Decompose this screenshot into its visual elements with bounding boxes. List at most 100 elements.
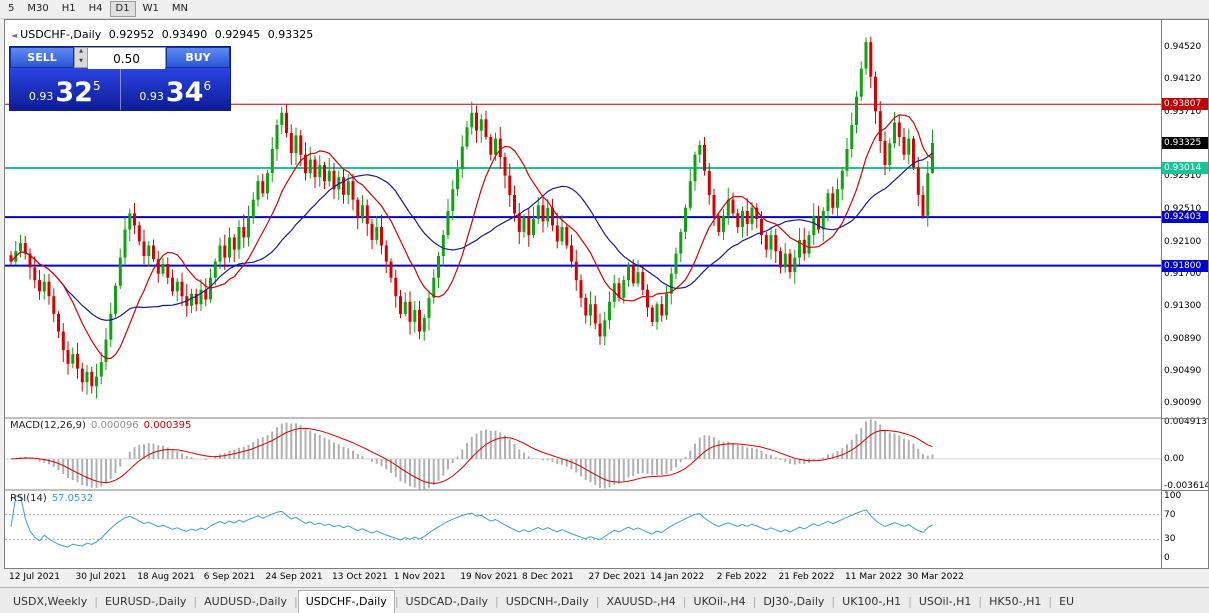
- chart-tab-usoil-h1[interactable]: USOil-,H1: [918, 595, 972, 608]
- tab-separator: |: [193, 595, 198, 608]
- date-tick-label: 18 Aug 2021: [137, 572, 195, 582]
- macd-indicator-name: MACD(12,26,9): [10, 420, 86, 431]
- timeframe-button-M30[interactable]: M30: [21, 1, 55, 17]
- price-tick-label: 0.90890: [1164, 333, 1202, 344]
- chart-tab-dj30-daily[interactable]: DJ30-,Daily: [763, 595, 825, 608]
- sell-price-display[interactable]: 0.93 32 5: [10, 68, 120, 110]
- volume-input[interactable]: [88, 49, 165, 69]
- date-tick-label: 24 Sep 2021: [265, 572, 323, 582]
- chart-symbol-title: USDCHF-,Daily: [20, 28, 102, 41]
- date-tick-label: 14 Jan 2022: [650, 572, 705, 582]
- ohlc-high: 0.93490: [161, 28, 208, 41]
- ohlc-close: 0.93325: [267, 28, 314, 41]
- sell-price-sup: 5: [92, 79, 101, 93]
- collapse-icon[interactable]: ◄: [11, 31, 18, 40]
- date-tick-label: 30 Jul 2021: [75, 572, 127, 582]
- price-tick-label: 0.90090: [1164, 398, 1202, 409]
- price-tick-label: 0.90490: [1164, 365, 1202, 376]
- price-tick-label: 0.91700: [1164, 268, 1202, 279]
- chart-plot-area[interactable]: ◄ USDCHF-,Daily 0.92952 0.93490 0.92945 0…: [4, 19, 1161, 569]
- chart-window: ◄ USDCHF-,Daily 0.92952 0.93490 0.92945 0…: [0, 19, 1209, 569]
- tab-separator: |: [595, 595, 600, 608]
- date-tick-label: 2 Feb 2022: [716, 572, 768, 582]
- sell-price-prefix: 0.93: [28, 90, 54, 103]
- date-tick-label: 19 Nov 2021: [460, 572, 518, 582]
- chart-tab-usdx-weekly[interactable]: USDX,Weekly: [13, 595, 88, 608]
- timeframe-button-H1[interactable]: H1: [55, 1, 82, 17]
- macd-main-value: 0.000096: [90, 420, 139, 431]
- tab-separator: |: [495, 595, 499, 608]
- date-tick-label: 12 Jul 2021: [9, 572, 60, 582]
- price-tick-label: 0.94520: [1164, 41, 1202, 52]
- date-tick-label: 30 Mar 2022: [906, 572, 964, 582]
- price-tick-label: 0.92910: [1164, 171, 1202, 182]
- timeframe-button-MN[interactable]: MN: [165, 1, 194, 17]
- chart-tab-hk50-h1[interactable]: HK50-,H1: [989, 595, 1042, 608]
- rsi-axis-label: 0: [1164, 553, 1170, 563]
- ohlc-low: 0.92945: [214, 28, 261, 41]
- buy-button[interactable]: BUY: [166, 47, 230, 68]
- price-level-badge: 0.93014: [1162, 162, 1208, 175]
- buy-price-display[interactable]: 0.93 34 6: [119, 68, 231, 110]
- price-tick-label: 0.93710: [1164, 107, 1202, 118]
- price-tick-label: 0.91300: [1164, 300, 1202, 311]
- timeframe-button-5[interactable]: 5: [2, 1, 21, 17]
- price-level-badge: 0.92403: [1162, 211, 1208, 224]
- macd-pane-label: MACD(12,26,9) 0.000096 0.000395: [10, 420, 191, 431]
- tab-separator: |: [752, 595, 757, 608]
- volume-spinner-up-icon[interactable]: ▲: [79, 48, 83, 54]
- chart-tab-eurusd-daily[interactable]: EURUSD-,Daily: [104, 595, 187, 608]
- pane-separator: [1162, 418, 1208, 419]
- macd-axis-label: -0.003614: [1164, 481, 1209, 491]
- date-tick-label: 27 Dec 2021: [588, 572, 647, 582]
- date-tick-label: 11 Mar 2022: [845, 572, 903, 582]
- date-tick-label: 1 Nov 2021: [393, 572, 446, 582]
- date-tick-label: 13 Oct 2021: [332, 572, 388, 582]
- chart-tab-xauusd-h4[interactable]: XAUUSD-,H4: [606, 595, 676, 608]
- sell-button[interactable]: SELL: [10, 47, 74, 68]
- price-level-badge: 0.93325: [1162, 137, 1208, 149]
- price-tick-label: 0.94120: [1164, 74, 1202, 85]
- date-tick-label: 8 Dec 2021: [522, 572, 574, 582]
- price-level-badge: 0.91800: [1162, 259, 1208, 272]
- pane-separator: [1162, 490, 1208, 491]
- tab-separator: |: [394, 595, 399, 608]
- date-tick-label: 6 Sep 2021: [203, 572, 256, 582]
- buy-price-big: 34: [165, 77, 204, 108]
- tab-separator: |: [294, 595, 298, 608]
- buy-price-sup: 6: [203, 79, 212, 93]
- price-tick-label: 0.92100: [1164, 236, 1202, 247]
- candlestick-chart[interactable]: [5, 20, 1161, 568]
- chart-tab-usdchf-daily[interactable]: USDCHF-,Daily: [297, 590, 395, 613]
- ohlc-open: 0.92952: [108, 28, 155, 41]
- date-tick-label: 21 Feb 2022: [778, 572, 835, 582]
- volume-spinner: ▲ ▼: [74, 47, 88, 68]
- macd-signal-value: 0.000395: [143, 420, 192, 431]
- rsi-pane-label: RSI(14) 57.0532: [10, 493, 93, 504]
- volume-spinner-down-icon[interactable]: ▼: [79, 57, 83, 64]
- rsi-axis-label: 100: [1164, 491, 1182, 501]
- chart-tab-ukoil-h4[interactable]: UKOil-,H4: [693, 595, 746, 608]
- timeframe-toolbar: 5 M30 H1 H4 D1 W1 MN: [0, 0, 1209, 19]
- chart-tab-usdcad-daily[interactable]: USDCAD-,Daily: [405, 595, 489, 608]
- macd-axis-label: 0.004913: [1164, 417, 1207, 427]
- chart-tab-eu[interactable]: EU: [1059, 595, 1075, 608]
- macd-axis-label: 0.00: [1164, 453, 1185, 464]
- rsi-value: 57.0532: [51, 493, 94, 504]
- tab-separator: |: [1048, 595, 1053, 608]
- tab-separator: |: [831, 595, 836, 608]
- price-tick-label: 0.92510: [1164, 203, 1202, 214]
- date-axis[interactable]: 12 Jul 2021 30 Jul 2021 18 Aug 2021 6 Sep 2…: [5, 569, 1161, 587]
- price-axis[interactable]: 0.94520 0.94120 0.93710 0.92910 0.92510 0.921…: [1161, 19, 1209, 569]
- chart-tab-uk100-h1[interactable]: UK100-,H1: [842, 595, 902, 608]
- tab-separator: |: [908, 595, 912, 608]
- chart-tab-usdcnh-daily[interactable]: USDCNH-,Daily: [505, 595, 589, 608]
- price-level-badge: 0.93807: [1162, 98, 1208, 111]
- timeframe-button-W1[interactable]: W1: [136, 1, 165, 17]
- rsi-axis-label: 70: [1164, 509, 1176, 520]
- timeframe-button-D1[interactable]: D1: [109, 1, 136, 17]
- timeframe-button-H4[interactable]: H4: [82, 1, 109, 17]
- chart-tab-audusd-daily[interactable]: AUDUSD-,Daily: [204, 595, 287, 608]
- tab-separator: |: [94, 595, 98, 608]
- sell-price-big: 32: [55, 77, 93, 108]
